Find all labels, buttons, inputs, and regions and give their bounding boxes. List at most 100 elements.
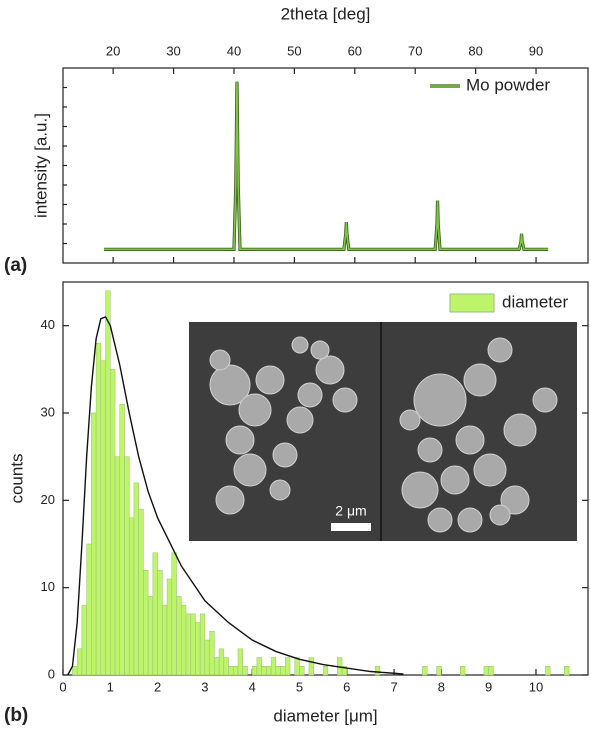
x-tick-label: 8 [438, 679, 445, 694]
particle [413, 373, 467, 427]
histogram-bar [86, 543, 92, 676]
particle [209, 364, 251, 406]
particle [225, 425, 255, 455]
y-tick-label: 20 [41, 492, 55, 507]
y-tick-label: 10 [41, 579, 55, 594]
histogram-bar [237, 648, 243, 676]
histogram-bar [266, 666, 272, 676]
histogram-bar [483, 666, 489, 676]
x-tick-label: 90 [529, 43, 543, 58]
histogram-bar [564, 666, 570, 676]
particle [399, 409, 421, 431]
histogram-bar [114, 456, 121, 676]
histogram-bar [195, 622, 201, 676]
histogram-bar [100, 360, 106, 676]
particle [487, 337, 513, 363]
histogram-bar [436, 666, 442, 676]
particle [427, 507, 453, 533]
particle [500, 485, 530, 515]
x-tick-label: 30 [166, 43, 180, 58]
histogram-bar [143, 569, 149, 676]
histogram-bar [157, 569, 163, 676]
scale-label: 2 μm [335, 503, 366, 519]
histogram-bar [545, 666, 551, 676]
histogram-bar [162, 604, 168, 676]
x-tick-label: 10 [529, 679, 543, 694]
particle [401, 471, 439, 509]
histogram-bar [190, 613, 196, 676]
histogram-bar [341, 666, 348, 676]
x-tick-label: 7 [390, 679, 397, 694]
particle [463, 363, 497, 397]
particle [310, 340, 330, 360]
histogram-bar [209, 631, 215, 676]
x-axis-label: 2theta [deg] [281, 4, 371, 23]
histogram-bar [261, 666, 267, 676]
x-tick-label: 60 [348, 43, 362, 58]
panel-label: (a) [4, 255, 27, 276]
particle [238, 393, 272, 427]
histogram-bar [299, 666, 305, 676]
x-tick-label: 40 [227, 43, 241, 58]
x-tick-label: 1 [107, 679, 114, 694]
histogram-bar [119, 404, 125, 676]
histogram-bar [176, 596, 182, 676]
histogram-bar [133, 482, 139, 676]
particle [332, 387, 358, 413]
x-tick-label: 20 [106, 43, 120, 58]
x-tick-label: 9 [485, 679, 492, 694]
histogram-bar [223, 657, 229, 676]
x-tick-label: 6 [343, 679, 350, 694]
legend-label: diameter [502, 292, 568, 311]
histogram-bar [147, 596, 154, 676]
histogram-bar [110, 369, 116, 676]
particle [489, 504, 511, 526]
particle [455, 425, 485, 455]
legend-swatch [449, 293, 495, 313]
histogram-bar [270, 657, 277, 676]
particle [255, 365, 285, 395]
x-tick-label: 2 [154, 679, 161, 694]
histogram-bar [322, 666, 329, 676]
histogram-bar [171, 552, 177, 676]
panel-label: (b) [4, 705, 28, 726]
histogram-bar [242, 666, 248, 676]
histogram-bar [256, 657, 262, 676]
histogram-bar [460, 666, 466, 676]
y-tick-label: 0 [48, 666, 55, 681]
histogram-bar [218, 648, 225, 676]
histogram-bar [81, 604, 87, 676]
histogram-bar [199, 613, 206, 676]
particle [417, 437, 443, 463]
histogram-bar [214, 657, 220, 676]
histogram-bar [275, 666, 281, 676]
histogram-bar [128, 517, 135, 676]
histogram-bar [95, 342, 102, 676]
particle [297, 382, 323, 408]
x-tick-label: 4 [249, 679, 256, 694]
sem-inset-art: 2 μm [189, 322, 577, 541]
particle [272, 442, 298, 468]
histogram-bar [308, 657, 314, 676]
histogram-bar [105, 290, 111, 676]
x-tick-label: 80 [468, 43, 482, 58]
x-axis-label: diameter [μm] [273, 706, 377, 725]
x-tick-label: 50 [287, 43, 301, 58]
particle [233, 453, 267, 487]
histogram-bar [152, 552, 158, 676]
particle [291, 336, 309, 354]
histogram-bar [76, 648, 83, 676]
data-line [104, 81, 549, 251]
histogram-bar [488, 666, 494, 676]
histogram-bar [204, 639, 210, 676]
histogram-bar [374, 666, 381, 676]
particle [286, 406, 314, 434]
y-tick-label: 40 [41, 317, 55, 332]
plot-frame [62, 67, 589, 264]
line-outline [104, 81, 549, 251]
histogram-bar [185, 613, 191, 676]
y-tick-label: 30 [41, 404, 55, 419]
legend-label: Mo powder [466, 75, 550, 94]
